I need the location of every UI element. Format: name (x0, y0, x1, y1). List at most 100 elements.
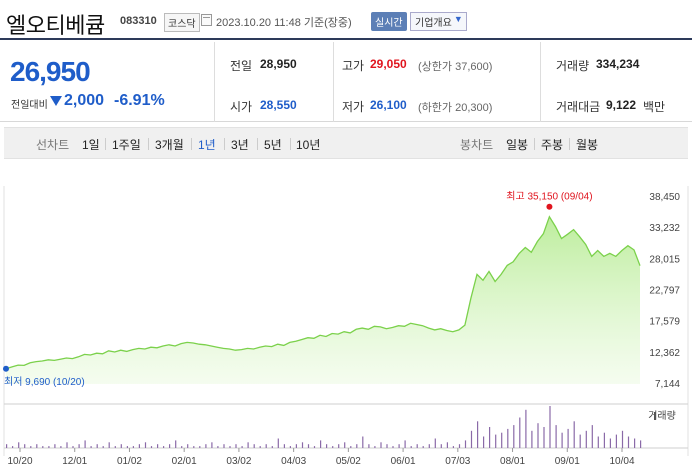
volume-bar (555, 425, 557, 448)
tab-1day[interactable]: 1일 (82, 138, 100, 152)
company-overview-label: 기업개요 (415, 18, 452, 29)
tab-3month[interactable]: 3개월 (155, 138, 184, 152)
x-tick-label: 01/02 (117, 456, 142, 467)
y-tick-label: 33,232 (649, 223, 680, 234)
min-point-marker (3, 365, 9, 372)
volume-bar (374, 446, 376, 448)
stock-name[interactable]: 엘오티베큠 (6, 13, 105, 38)
volume-bar (12, 446, 14, 448)
company-overview-dropdown[interactable]: 기업개요 ▼ (410, 12, 467, 31)
y-tick-label: 17,579 (649, 317, 680, 328)
volume-bar (495, 434, 497, 448)
volume-bar (531, 430, 533, 448)
volume-bar (597, 436, 599, 448)
x-tick-label: 12/01 (62, 456, 87, 467)
divider (333, 42, 334, 122)
volume-bar (169, 444, 171, 448)
volume-legend-icon (654, 412, 656, 420)
volume-bar (446, 442, 448, 448)
volume-bar (150, 446, 153, 448)
tab-10year[interactable]: 10년 (296, 138, 321, 152)
volume-bar (380, 442, 382, 448)
amount-label: 거래대금 (556, 100, 601, 114)
y-axis: 38,450 33,232 28,015 22,797 17,579 12,362 7,14… (649, 192, 680, 390)
volume-bar (507, 428, 509, 448)
x-tick-label: 08/01 (500, 456, 525, 467)
volume-bar (640, 440, 642, 448)
volume-bar (205, 444, 207, 448)
volume-label: 거래량 (556, 59, 590, 73)
max-point-label: 최고 35,150 (09/04) (506, 191, 592, 203)
tab-weekly-candle[interactable]: 주봉 (541, 138, 564, 152)
price-line (5, 215, 641, 370)
volume-bar (24, 444, 26, 448)
prev-close-label: 전일 (230, 59, 253, 73)
volume-bar (428, 444, 430, 448)
line-chart-caption: 선차트 (36, 138, 70, 152)
change-value: 2,000 (64, 92, 105, 109)
volume-bar (609, 438, 611, 448)
volume-bar (344, 442, 346, 448)
volume-bar (549, 406, 551, 448)
volume-bar (132, 446, 134, 448)
volume-bar (90, 446, 92, 448)
y-tick-label: 22,797 (649, 286, 680, 297)
open-label: 시가 (230, 100, 253, 114)
chart-period-tabs: 선차트 1일 1주일 3개월 1년 3년 5년 10년 봉차트 일봉 주봉 월봉 (4, 127, 688, 159)
volume-bar (157, 444, 159, 448)
volume-bar (241, 446, 243, 448)
volume-bar (223, 444, 225, 448)
volume-bar (386, 444, 388, 448)
volume-bar (591, 425, 593, 448)
volume-bar (163, 446, 165, 448)
chevron-down-icon: ▼ (453, 14, 463, 24)
x-tick-label: 10/20 (7, 456, 32, 467)
x-tick-label: 05/02 (336, 456, 361, 467)
volume-bar (271, 446, 273, 448)
volume-bar (573, 421, 575, 448)
y-tick-label: 28,015 (649, 254, 680, 265)
volume-bar (235, 444, 237, 448)
change-label: 전일대비 (11, 100, 48, 111)
high-label: 고가 (342, 59, 365, 73)
volume-value: 334,234 (596, 57, 640, 71)
y-tick-label: 7,144 (655, 379, 680, 390)
volume-bar (96, 444, 98, 448)
volume-bar (199, 446, 201, 448)
volume-bar (253, 444, 255, 448)
volume-bar (187, 444, 189, 448)
volume-bar (513, 425, 515, 448)
volume-bar (404, 440, 406, 448)
tab-3year[interactable]: 3년 (231, 138, 249, 152)
volume-bar (193, 446, 195, 448)
volume-bar (301, 442, 304, 448)
volume-bar (289, 446, 291, 448)
volume-bar (326, 444, 328, 448)
x-tick-label: 10/04 (609, 456, 634, 467)
tab-1week[interactable]: 1주일 (112, 138, 141, 152)
volume-bar (114, 446, 116, 448)
prev-close-value: 28,950 (260, 57, 297, 71)
tab-separator (257, 138, 258, 150)
volume-bar (489, 427, 491, 448)
tab-monthly-candle[interactable]: 월봉 (576, 138, 599, 152)
volume-bar (36, 444, 38, 448)
tab-1year[interactable]: 1년 (198, 138, 216, 152)
volume-bar (483, 436, 485, 448)
volume-bar (277, 438, 279, 448)
tab-5year[interactable]: 5년 (264, 138, 282, 152)
x-tick-label: 03/02 (226, 456, 251, 467)
change-percent: -6.91% (114, 92, 165, 109)
volume-bar (543, 427, 545, 448)
open-value: 28,550 (260, 98, 297, 112)
volume-bar (458, 444, 461, 448)
volume-bar (30, 446, 32, 448)
tab-separator (148, 138, 149, 150)
volume-bar (368, 444, 370, 448)
price-chart[interactable]: 38,450 33,232 28,015 22,797 17,579 12,362 7,14… (0, 160, 692, 476)
volume-bar (259, 446, 261, 448)
quote-datetime: 2023.10.20 11:48 기준(장중) (216, 17, 352, 29)
tab-daily-candle[interactable]: 일봉 (506, 138, 529, 152)
tab-separator (534, 138, 535, 150)
realtime-button[interactable]: 실시간 (371, 12, 407, 31)
